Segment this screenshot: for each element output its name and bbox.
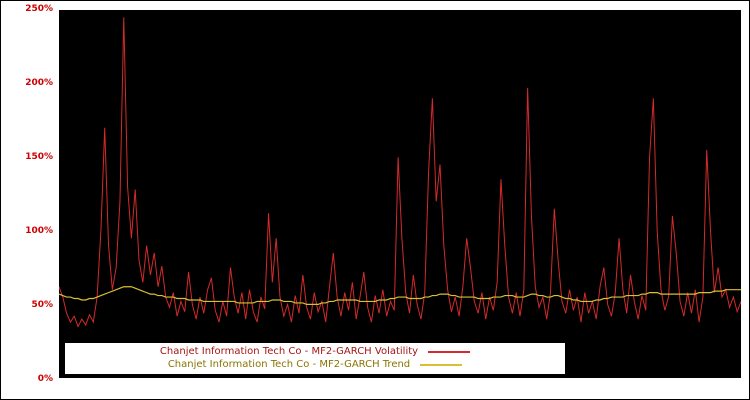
y-axis-tick-label: 0% bbox=[37, 374, 53, 384]
plot-area: Chanjet Information Tech Co - MF2-GARCH … bbox=[58, 9, 742, 379]
legend-line-sample-trend bbox=[420, 363, 463, 366]
y-axis-tick-label: 50% bbox=[31, 300, 53, 310]
legend-entry-trend: Chanjet Information Tech Co - MF2-GARCH … bbox=[65, 358, 565, 371]
trend-line bbox=[59, 286, 741, 305]
line-chart bbox=[59, 17, 741, 328]
legend-entry-volatility: Chanjet Information Tech Co - MF2-GARCH … bbox=[65, 345, 565, 358]
legend-line-sample-volatility bbox=[428, 350, 471, 353]
legend: Chanjet Information Tech Co - MF2-GARCH … bbox=[65, 343, 565, 374]
y-axis-tick-label: 100% bbox=[25, 226, 53, 236]
legend-label: Chanjet Information Tech Co - MF2-GARCH … bbox=[167, 359, 411, 370]
y-axis-tick-label: 200% bbox=[25, 78, 53, 88]
y-axis-tick-label: 150% bbox=[25, 152, 53, 162]
y-axis-tick-label: 250% bbox=[25, 4, 53, 14]
legend-label: Chanjet Information Tech Co - MF2-GARCH … bbox=[159, 346, 419, 357]
volatility-line bbox=[59, 17, 741, 328]
